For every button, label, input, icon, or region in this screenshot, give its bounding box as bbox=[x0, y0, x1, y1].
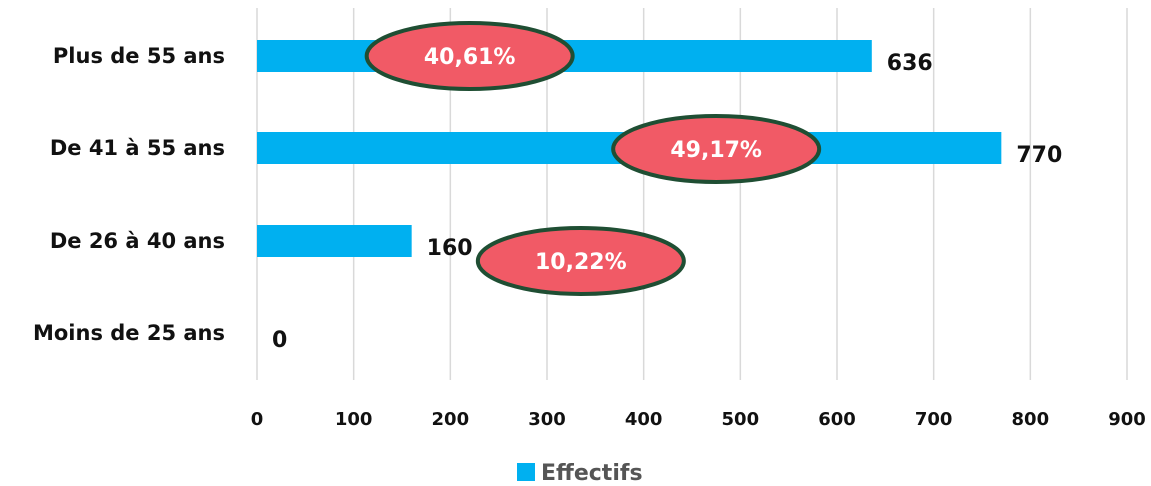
x-tick-label: 500 bbox=[722, 409, 760, 430]
x-tick-label: 900 bbox=[1108, 409, 1146, 430]
percentage-callout: 49,17% bbox=[611, 114, 822, 184]
callout-ellipse bbox=[611, 114, 822, 184]
x-axis-tick-labels: 0 100 200 300 400 500 600 700 800 900 bbox=[251, 409, 1146, 430]
category-label: Plus de 55 ans bbox=[53, 44, 225, 68]
x-tick-label: 100 bbox=[335, 409, 373, 430]
callout-text: 40,61% bbox=[424, 45, 516, 70]
data-labels: 636 770 160 0 bbox=[272, 51, 1062, 353]
data-label: 160 bbox=[427, 236, 473, 261]
data-label: 636 bbox=[887, 51, 933, 76]
x-tick-label: 300 bbox=[528, 409, 566, 430]
data-label: 0 bbox=[272, 328, 287, 353]
percentage-callout: 40,61% bbox=[364, 21, 575, 91]
legend-label: Effectifs bbox=[541, 461, 643, 486]
x-tick-label: 200 bbox=[432, 409, 470, 430]
callout-text: 10,22% bbox=[535, 250, 627, 275]
category-labels: Plus de 55 ans De 41 à 55 ans De 26 à 40 a… bbox=[33, 44, 225, 345]
category-label: Moins de 25 ans bbox=[33, 321, 225, 345]
x-tick-label: 400 bbox=[625, 409, 663, 430]
legend-swatch bbox=[517, 463, 535, 481]
callout-ellipse bbox=[475, 226, 686, 296]
x-tick-label: 700 bbox=[915, 409, 953, 430]
data-label: 770 bbox=[1016, 143, 1062, 168]
category-label: De 26 à 40 ans bbox=[50, 229, 225, 253]
x-tick-label: 800 bbox=[1012, 409, 1050, 430]
category-label: De 41 à 55 ans bbox=[50, 136, 225, 160]
callout-text: 49,17% bbox=[670, 138, 762, 163]
percentage-callout: 10,22% bbox=[475, 226, 686, 296]
bar bbox=[257, 225, 412, 257]
x-tick-label: 600 bbox=[818, 409, 856, 430]
x-tick-label: 0 bbox=[251, 409, 264, 430]
callout-ellipse bbox=[364, 21, 575, 91]
legend: Effectifs bbox=[517, 461, 643, 486]
percentage-annotations: 40,61% 49,17% 10,22% bbox=[364, 21, 822, 296]
